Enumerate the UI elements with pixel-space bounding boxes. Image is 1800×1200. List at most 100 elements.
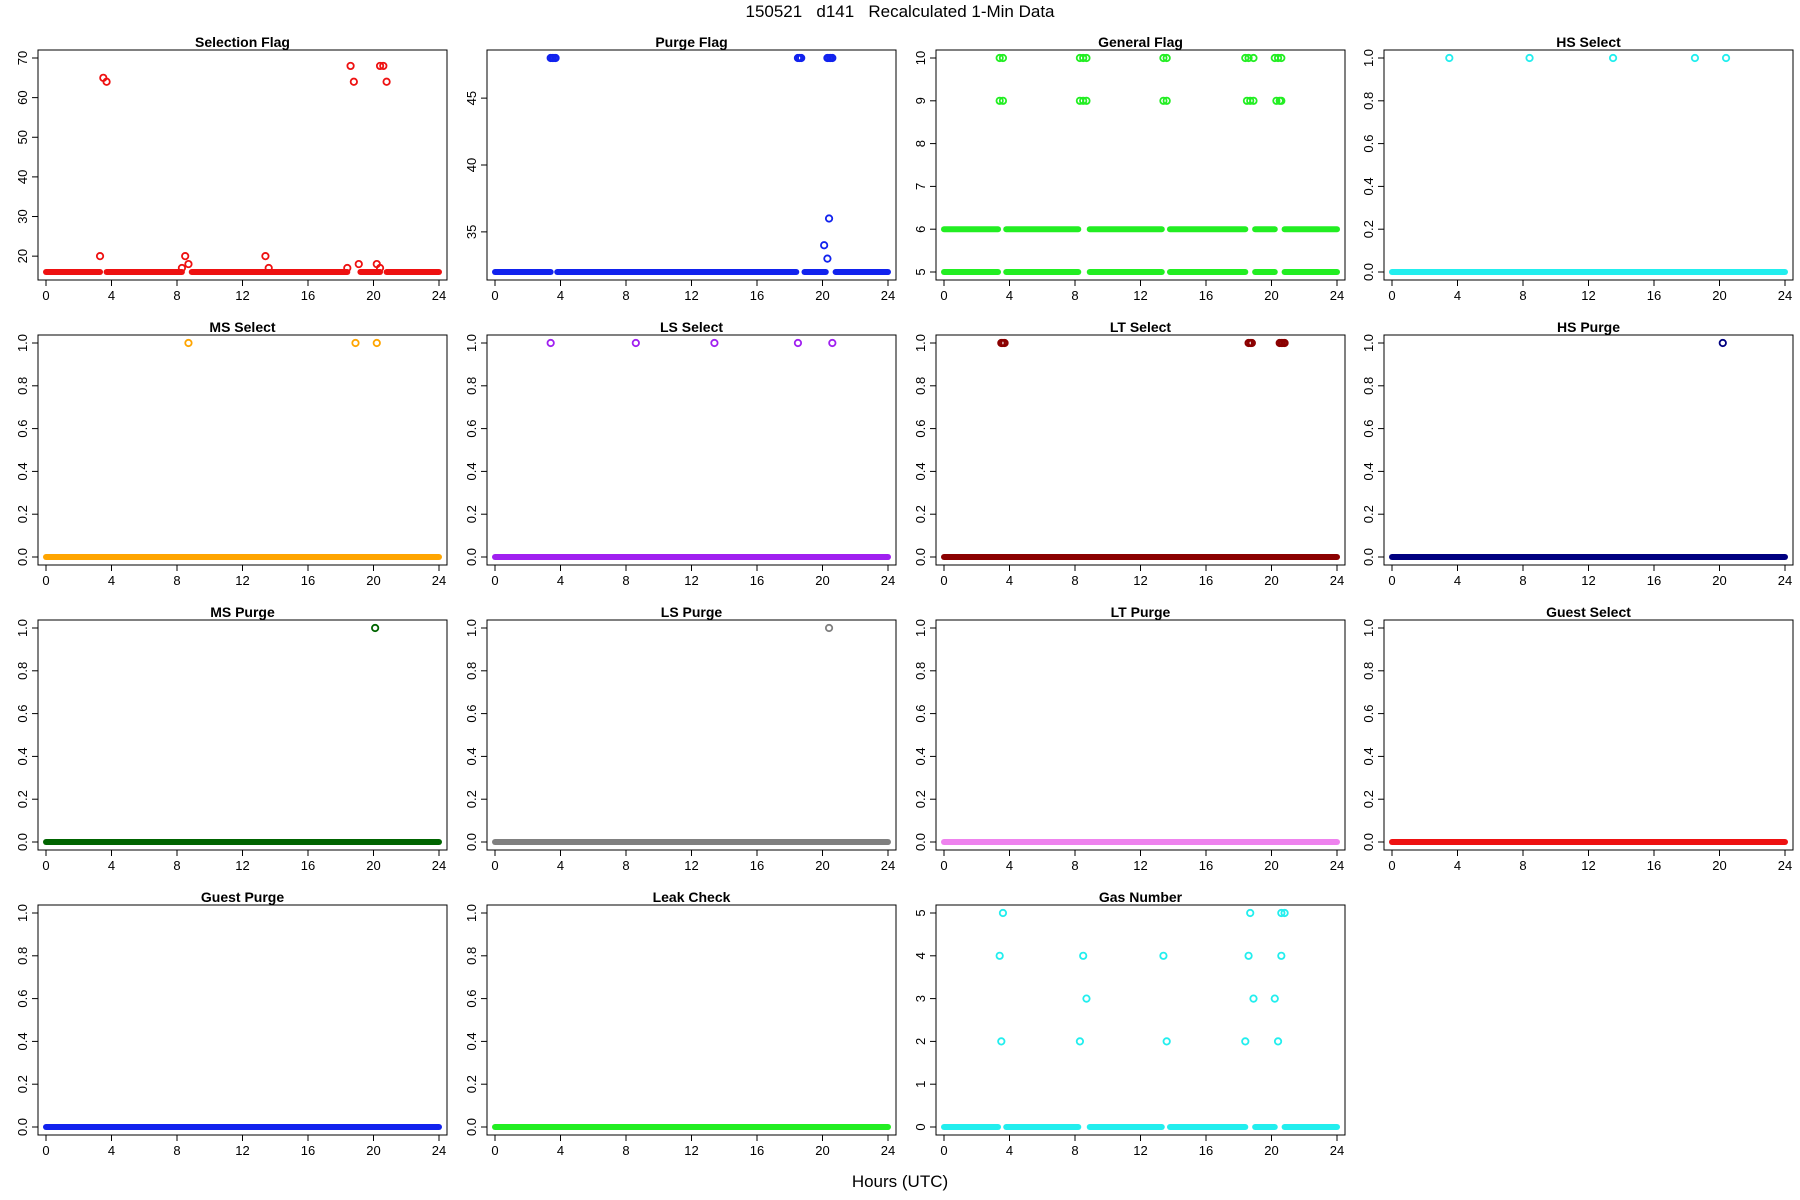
x-tick-label: 8 [1071,573,1078,588]
panel-title: LT Select [1110,319,1172,335]
data-point [1082,96,1091,105]
y-tick-label: 60 [15,90,30,104]
panel-guest-select: Guest Select 0 4 8 12 16 20 24 0.0 0.2 0.4 0.6 0.8 1.… [1361,604,1794,873]
data-point [1525,53,1534,63]
data-point [261,252,270,261]
y-tick-label: 0.4 [15,462,30,480]
data-point [1246,908,1255,918]
plot-frame [37,619,448,851]
y-tick-label: 8 [913,140,928,147]
x-tick-label: 16 [1199,288,1213,303]
y-tick-label: 1.0 [15,619,30,637]
x-tick-label: 20 [366,1143,380,1158]
x-tick-label: 12 [684,858,698,873]
x-tick-label: 16 [1647,573,1661,588]
data-point [797,53,806,63]
x-tick-label: 20 [815,858,829,873]
panel-title: LS Select [660,319,723,335]
panel-ms-select: MS Select 0 4 8 12 16 20 24 0.0 0.2 0.4 0.6 0.8 1.0 [15,319,448,588]
panel-title: HS Select [1556,34,1621,50]
y-tick-label: 0.8 [1361,662,1376,680]
plot-frame [37,904,448,1136]
x-tick-label: 4 [108,1143,115,1158]
x-tick-label: 16 [1647,858,1661,873]
data-point [828,53,837,63]
x-tick-label: 0 [491,858,498,873]
data-point [1249,994,1258,1003]
data-point [631,338,640,348]
panel-title: Guest Purge [201,889,284,905]
data-point [995,96,1004,105]
panel-lt-select: LT Select 0 4 8 12 16 20 24 0.0 0.2 0.4 0.6 0.8 1.0 [913,319,1346,588]
x-tick-label: 24 [1330,858,1344,873]
y-tick-label: 40 [464,158,479,172]
data-point [998,908,1008,918]
x-tick-label: 24 [1778,288,1792,303]
x-tick-label: 0 [1388,858,1395,873]
data-point [1244,951,1253,960]
data-point [997,1037,1006,1046]
data-point [1277,908,1286,918]
x-tick-label: 8 [173,573,180,588]
x-tick-label: 12 [235,573,249,588]
data-point [184,259,193,269]
x-tick-label: 8 [622,288,629,303]
y-tick-label: 0.8 [15,947,30,965]
y-tick-label: 1.0 [1361,49,1376,67]
data-point [1608,53,1618,63]
data-point [1273,1037,1283,1046]
panel-leak-check: Leak Check 0 4 8 12 16 20 24 0.0 0.2 0.4 0.6 0.8 1.0 [464,889,897,1158]
x-tick-label: 4 [557,858,564,873]
y-tick-label: 0.0 [464,548,479,566]
y-tick-label: 0.2 [15,1075,30,1093]
data-point [546,338,555,348]
data-point [1000,338,1009,348]
y-tick-label: 0.4 [464,747,479,765]
y-tick-label: 0.2 [464,505,479,523]
y-tick-label: 1.0 [464,619,479,637]
y-tick-label: 0.0 [464,1118,479,1136]
y-tick-label: 70 [15,51,30,65]
y-tick-label: 0.4 [913,462,928,480]
x-tick-label: 20 [1264,858,1278,873]
data-point [1241,53,1250,63]
data-point [824,623,834,633]
y-tick-label: 1 [913,1081,928,1088]
x-tick-label: 12 [235,288,249,303]
data-point [181,252,190,261]
y-tick-label: 1.0 [464,334,479,352]
y-tick-label: 0.2 [1361,505,1376,523]
y-tick-label: 0.2 [913,505,928,523]
data-point [1082,53,1091,63]
x-tick-label: 24 [432,573,446,588]
y-tick-label: 0.0 [15,548,30,566]
y-tick-label: 0.0 [15,1118,30,1136]
x-tick-label: 24 [1330,573,1344,588]
y-tick-label: 0.4 [15,747,30,765]
x-tick-label: 4 [557,573,564,588]
data-point [1280,338,1289,348]
x-tick-label: 0 [491,1143,498,1158]
x-tick-label: 4 [1006,1143,1013,1158]
data-point [710,338,719,348]
x-tick-label: 0 [42,1143,49,1158]
y-tick-label: 0.8 [913,377,928,395]
x-tick-label: 16 [750,288,764,303]
x-tick-label: 8 [622,858,629,873]
x-tick-label: 24 [432,858,446,873]
y-tick-label: 1.0 [913,619,928,637]
panel-title: Gas Number [1099,889,1183,905]
data-point [375,263,385,273]
x-tick-label: 0 [491,288,498,303]
y-tick-label: 0.6 [913,420,928,438]
data-point [820,241,829,250]
x-tick-label: 8 [1519,288,1526,303]
data-point [1247,338,1256,348]
y-tick-label: 0.0 [1361,263,1376,281]
plot-frame [486,334,897,566]
y-tick-label: 0.8 [913,662,928,680]
x-tick-label: 20 [366,573,380,588]
y-tick-label: 6 [913,226,928,233]
x-tick-label: 0 [42,573,49,588]
x-tick-label: 24 [881,573,895,588]
